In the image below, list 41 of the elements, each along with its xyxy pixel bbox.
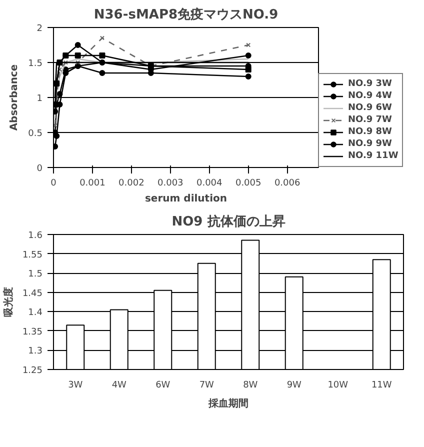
x-tick-label: 0 (50, 178, 57, 188)
y-tick-label: 1.35 (22, 327, 43, 338)
x-tick-label: 0.005 (235, 178, 262, 188)
x-tick-label: 0.006 (274, 178, 300, 188)
x-tick-label: 9W (286, 380, 302, 390)
x-tick-label: 0.001 (80, 178, 106, 188)
y-tick-label: 1 (36, 94, 43, 104)
chart-title: N36-sMAP8免疫マウスNO.9 (94, 6, 278, 22)
y-tick-label: 1.5 (28, 59, 43, 69)
x-tick-label: 7W (199, 380, 214, 390)
legend-label: NO.9 7W (348, 114, 392, 126)
x-tick-label: 6W (156, 380, 170, 390)
x-axis-title: 採血期間 (208, 398, 248, 410)
legend-label: NO.9 6W (348, 102, 392, 114)
legend-label: NO.9 3W (348, 78, 392, 90)
chart-title: NO9 抗体価の上昇 (172, 214, 286, 230)
y-tick-label: 1.3 (28, 346, 43, 357)
x-tick-label: 0.002 (118, 178, 144, 188)
x-tick-label: 3W (68, 380, 83, 390)
x-tick-label: 0.003 (158, 178, 184, 188)
x-axis-title: serum dilution (144, 194, 228, 204)
legend-label: NO.9 4W (348, 90, 392, 102)
y-tick-label: 1.6 (28, 231, 43, 241)
y-tick-label: 1.55 (22, 250, 43, 260)
y-axis-title: 吸光度 (2, 287, 14, 317)
y-tick-label: 1.45 (22, 288, 43, 299)
y-tick-label: 0 (36, 164, 43, 174)
y-tick-label: 1.5 (28, 270, 43, 280)
legend-label: NO.9 8W (348, 126, 392, 138)
y-tick-label: 0.5 (28, 129, 43, 139)
y-tick-label: 2 (36, 24, 43, 34)
y-axis-title: Absorbance (9, 64, 20, 131)
x-tick-label: 4W (112, 380, 127, 390)
x-tick-label: 11W (371, 380, 392, 390)
y-tick-label: 1.25 (22, 366, 43, 376)
x-tick-label: 8W (243, 380, 258, 390)
x-tick-label: 10W (328, 380, 348, 390)
legend-label: NO.9 9W (348, 138, 392, 150)
y-tick-label: 1.4 (28, 308, 43, 318)
legend-label: NO.9 11W (348, 150, 398, 162)
x-tick-label: 0.004 (196, 178, 223, 188)
